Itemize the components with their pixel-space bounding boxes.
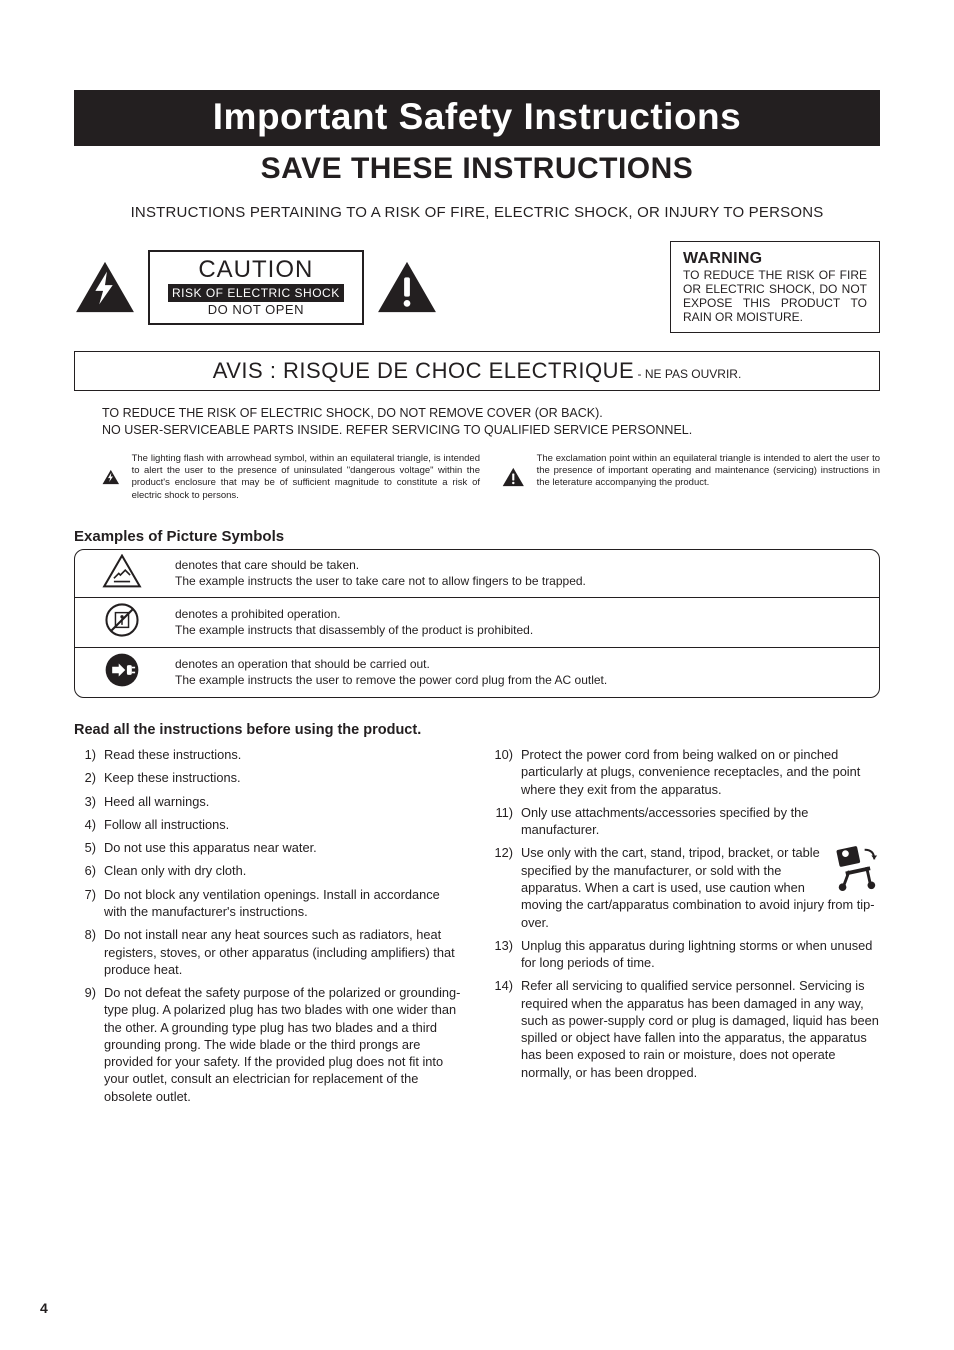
instruction-item: 4) Follow all instructions. [74,816,463,833]
symbol-explanation-lightning: The lighting flash with arrowhead symbol… [132,453,480,502]
instruction-item: 5) Do not use this apparatus near water. [74,839,463,856]
instruction-text: Do not use this apparatus near water. [104,839,463,856]
instruction-number: 9) [74,984,96,1105]
picture-row-mandatory: denotes an operation that should be carr… [75,647,879,697]
caution-donot: DO NOT OPEN [168,302,344,317]
instruction-item: 10) Protect the power cord from being wal… [491,746,880,798]
instruction-item: 8)Do not install near any heat sources s… [74,926,463,978]
page-number: 4 [40,1300,48,1316]
caution-triangle-icon [102,554,142,588]
cart-tipover-icon [832,844,880,892]
picture-row-caution: denotes that care should be taken. The e… [75,550,879,597]
instruction-text: Follow all instructions. [104,816,463,833]
read-all-title: Read all the instructions before using t… [74,722,880,738]
picture-row-prohibit: denotes a prohibited operation. The exam… [75,597,879,647]
instruction-text: Heed all warnings. [104,793,463,810]
save-instructions-title: SAVE THESE INSTRUCTIONS [74,152,880,186]
warning-body: TO REDUCE THE RISK OF FIRE OR ELECTRIC S… [683,268,867,324]
instruction-text: Keep these instructions. [104,769,463,786]
instructions-right-column: 10) Protect the power cord from being wal… [491,746,880,1111]
pic-caution-line2: The example instructs the user to take c… [175,574,586,588]
instruction-text: Refer all servicing to qualified service… [521,977,880,1081]
instruction-number: 5) [74,839,96,856]
instruction-number: 14) [491,977,513,1081]
pic-prohibit-line1: denotes a prohibited operation. [175,607,340,621]
unplug-icon [104,652,140,688]
instruction-number: 10) [491,746,513,798]
main-title: Important Safety Instructions [74,90,880,146]
instruction-text: Only use attachments/accessories specifi… [521,804,880,839]
instruction-item: 6) Clean only with dry cloth. [74,862,463,879]
instructions-left-column: 1) Read these instructions. 2) Keep these i… [74,746,463,1111]
instruction-item: 13) Unplug this apparatus during lightnin… [491,937,880,972]
reduce-line-2: NO USER-SERVICEABLE PARTS INSIDE. REFER … [102,422,880,439]
caution-risk: RISK OF ELECTRIC SHOCK [168,284,344,302]
caution-box: CAUTION RISK OF ELECTRIC SHOCK DO NOT OP… [148,250,364,325]
caution-row: CAUTION RISK OF ELECTRIC SHOCK DO NOT OP… [74,241,880,333]
instruction-number: 7) [74,886,96,921]
symbol-explanation-row: The lighting flash with arrowhead symbol… [74,453,880,502]
exclamation-triangle-icon [502,453,525,501]
instruction-number: 1) [74,746,96,763]
pic-caution-line1: denotes that care should be taken. [175,558,359,572]
lightning-triangle-icon [74,260,136,314]
pic-mandatory-line2: The example instructs the user to remove… [175,673,607,687]
instruction-text: Do not install near any heat sources suc… [104,926,463,978]
symbol-explanation-exclamation: The exclamation point within an equilate… [537,453,880,490]
instruction-number: 11) [491,804,513,839]
instruction-item: 11) Only use attachments/accessories spec… [491,804,880,839]
instruction-number: 6) [74,862,96,879]
instruction-number: 12) [491,844,513,930]
warning-title: WARNING [683,250,867,268]
instruction-number: 2) [74,769,96,786]
instruction-item: 3) Heed all warnings. [74,793,463,810]
instruction-item: 9)Do not defeat the safety purpose of th… [74,984,463,1105]
pic-mandatory-line1: denotes an operation that should be carr… [175,657,430,671]
instruction-text: Do not defeat the safety purpose of the … [104,984,463,1105]
reduce-risk-block: TO REDUCE THE RISK OF ELECTRIC SHOCK, DO… [74,405,880,439]
caution-caption: CAUTION [168,256,344,284]
instruction-text: Protect the power cord from being walked… [521,746,880,798]
instruction-number: 8) [74,926,96,978]
instruction-text: Do not block any ventilation openings. I… [104,886,463,921]
avis-sub: - NE PAS OUVRIR. [634,367,741,381]
instruction-item: 1) Read these instructions. [74,746,463,763]
avis-main: AVIS : RISQUE DE CHOC ELECTRIQUE [213,358,634,383]
pic-prohibit-line2: The example instructs that disassembly o… [175,623,533,637]
instruction-item: 14) Refer all servicing to qualified serv… [491,977,880,1081]
instruction-number: 4) [74,816,96,833]
exclamation-triangle-icon [376,260,438,314]
instruction-number: 13) [491,937,513,972]
instruction-number: 3) [74,793,96,810]
warning-box: WARNING TO REDUCE THE RISK OF FIRE OR EL… [670,241,880,333]
examples-title: Examples of Picture Symbols [74,528,880,545]
instruction-item: 12) Use only with the cart, stand, tripod… [491,844,880,930]
instruction-text: Unplug this apparatus during lightning s… [521,937,880,972]
instruction-item: 7)Do not block any ventilation openings.… [74,886,463,921]
instruction-text: Read these instructions. [104,746,463,763]
prohibited-icon [104,602,140,638]
instruction-text: Use only with the cart, stand, tripod, b… [521,844,880,930]
instruction-item: 2) Keep these instructions. [74,769,463,786]
instructions-columns: 1) Read these instructions. 2) Keep these i… [74,746,880,1111]
subtitle: INSTRUCTIONS PERTAINING TO A RISK OF FIR… [74,204,880,221]
reduce-line-1: TO REDUCE THE RISK OF ELECTRIC SHOCK, DO… [102,405,880,422]
picture-symbols-table: denotes that care should be taken. The e… [74,549,880,698]
avis-box: AVIS : RISQUE DE CHOC ELECTRIQUE - NE PA… [74,351,880,391]
instruction-text: Clean only with dry cloth. [104,862,463,879]
lightning-triangle-icon [102,453,120,501]
